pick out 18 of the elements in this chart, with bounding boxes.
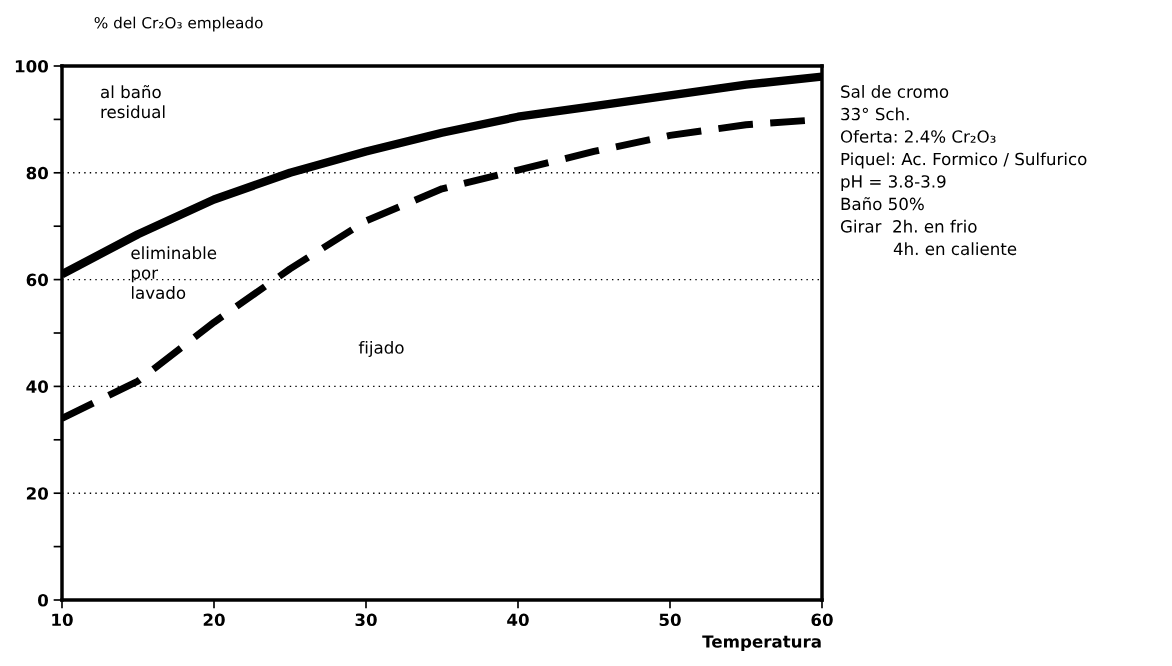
- x-tick-label: 30: [355, 613, 377, 627]
- x-tick-label: 40: [507, 613, 529, 627]
- y-tick-label: 60: [26, 273, 49, 287]
- y-tick-label: 100: [15, 59, 49, 73]
- y-tick-label: 80: [26, 166, 49, 180]
- annotation: al baño residual: [101, 85, 165, 119]
- x-tick-label: 20: [203, 613, 225, 627]
- y-tick-label: 20: [26, 487, 49, 500]
- x-axis-title: Temperatura: [702, 635, 821, 652]
- y-axis-title: % del Cr₂O₃ empleado: [94, 16, 263, 32]
- annotation: eliminable por lavado: [131, 246, 217, 300]
- y-tick-label: 0: [38, 593, 49, 607]
- y-tick-label: 40: [26, 380, 49, 393]
- text: Sal de cromo 33° Sch. Oferta: 2.4% Cr₂O₃ Piquel: Ac. Formico / Sulfurico pH = 3.8-3.9 Baño 50% Girar 2h. en frio 4h. en caliente: [840, 85, 1087, 256]
- x-tick-label: 50: [659, 613, 681, 627]
- x-tick-label: 60: [811, 613, 833, 627]
- x-tick-label: 10: [52, 613, 73, 627]
- annotation: fijado: [358, 340, 404, 358]
